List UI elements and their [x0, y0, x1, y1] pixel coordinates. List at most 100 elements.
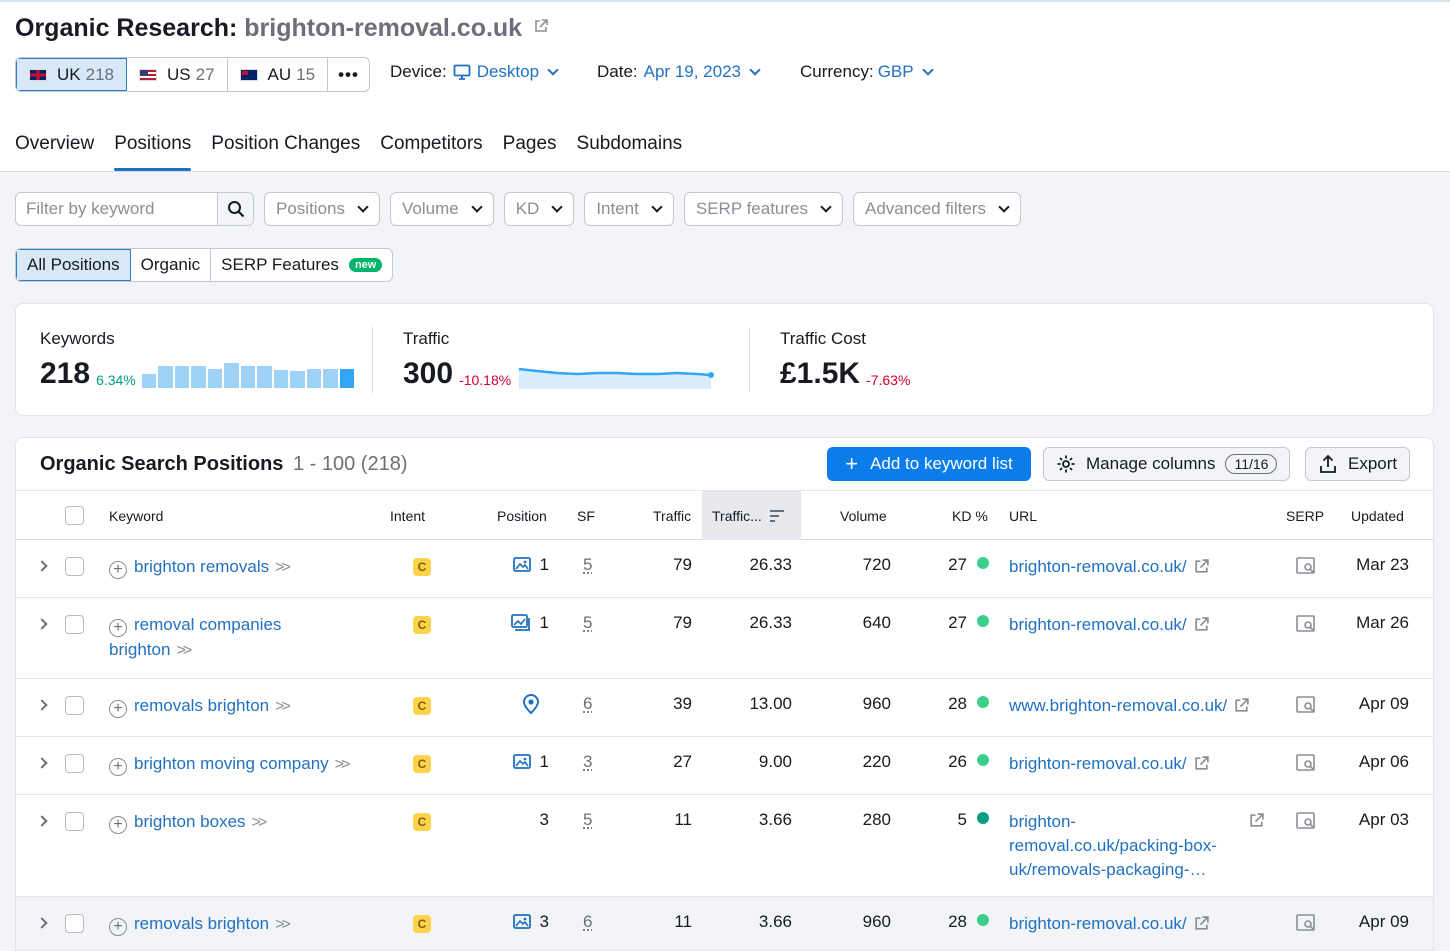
domain-link[interactable]: brighton-removal.co.uk	[244, 14, 523, 42]
serp-features-count[interactable]: 6	[583, 694, 593, 713]
col-serp[interactable]: SERP	[1286, 507, 1325, 524]
tab-pages[interactable]: Pages	[502, 133, 557, 154]
manage-columns-button[interactable]: Manage columns 11/16	[1043, 447, 1291, 481]
col-position[interactable]: Position	[497, 507, 547, 524]
url-link[interactable]: brighton-removal.co.uk/packing-box-uk/re…	[1009, 812, 1217, 879]
keyword-link[interactable]: brighton removals	[134, 557, 270, 576]
col-traffic[interactable]: Traffic	[653, 507, 692, 524]
add-keyword-icon[interactable]: +	[109, 816, 127, 834]
row-checkbox[interactable]	[65, 615, 84, 634]
serp-snapshot-icon[interactable]	[1296, 754, 1316, 777]
add-keyword-icon[interactable]: +	[109, 918, 127, 936]
external-link-icon[interactable]	[1193, 616, 1210, 640]
row-checkbox[interactable]	[65, 557, 84, 576]
tab-position-changes[interactable]: Position Changes	[211, 133, 361, 154]
currency-selector[interactable]: Currency: GBP	[800, 62, 934, 82]
double-chevron-icon[interactable]: >>	[251, 814, 268, 831]
external-link-icon[interactable]	[1248, 812, 1265, 834]
serp-features-filter[interactable]: SERP features	[683, 192, 843, 226]
url-link[interactable]: www.brighton-removal.co.uk/	[1009, 696, 1228, 715]
keywords-metric[interactable]: Keywords 218 6.34%	[40, 329, 355, 391]
serp-snapshot-icon[interactable]	[1296, 557, 1316, 580]
traffic-cost-metric[interactable]: Traffic Cost £1.5K -7.63%	[780, 329, 910, 391]
traffic-metric[interactable]: Traffic 300 -10.18%	[403, 329, 717, 391]
expand-row-chevron-icon[interactable]	[36, 560, 48, 572]
positions-filter[interactable]: Positions	[264, 192, 380, 226]
serp-features-count[interactable]: 5	[583, 810, 593, 829]
table-row[interactable]: + removals brighton >> C 3 6 11 3.66 960 28 bright…	[16, 897, 1433, 950]
keyword-link[interactable]: removal companies brighton	[109, 615, 282, 659]
kd-filter[interactable]: KD	[503, 192, 575, 226]
table-row[interactable]: + brighton removals >> C 1 5 79 26.33 720 27 brigh…	[16, 540, 1433, 598]
row-checkbox[interactable]	[65, 754, 84, 773]
expand-row-chevron-icon[interactable]	[36, 757, 48, 769]
tab-positions[interactable]: Positions	[114, 133, 192, 171]
row-checkbox[interactable]	[65, 812, 84, 831]
add-keyword-icon[interactable]: +	[109, 758, 127, 776]
volume-filter[interactable]: Volume	[389, 192, 494, 226]
external-link-icon[interactable]	[1193, 558, 1210, 582]
keyword-link[interactable]: removals brighton	[134, 914, 270, 933]
database-uk[interactable]: UK 218	[16, 58, 127, 91]
col-sf[interactable]: SF	[577, 507, 595, 524]
external-link-icon[interactable]	[1193, 915, 1210, 939]
expand-row-chevron-icon[interactable]	[36, 699, 48, 711]
add-to-keyword-list-button[interactable]: + Add to keyword list	[827, 447, 1031, 481]
serp-snapshot-icon[interactable]	[1296, 615, 1316, 638]
keyword-link[interactable]: brighton moving company	[134, 754, 329, 773]
more-databases-button[interactable]: •••	[338, 64, 359, 84]
double-chevron-icon[interactable]: >>	[275, 559, 291, 576]
all-positions-tab[interactable]: All Positions	[16, 249, 131, 281]
serp-features-count[interactable]: 6	[583, 912, 593, 931]
col-url[interactable]: URL	[1009, 507, 1038, 524]
serp-snapshot-icon[interactable]	[1296, 914, 1316, 937]
row-checkbox[interactable]	[65, 696, 84, 715]
keyword-filter-input[interactable]	[16, 193, 217, 225]
tab-subdomains[interactable]: Subdomains	[576, 133, 683, 154]
serp-snapshot-icon[interactable]	[1296, 812, 1316, 835]
date-selector[interactable]: Date: Apr 19, 2023	[597, 62, 761, 82]
serp-features-tab[interactable]: SERP Features new	[211, 249, 392, 281]
url-link[interactable]: brighton-removal.co.uk/	[1009, 914, 1187, 933]
double-chevron-icon[interactable]: >>	[275, 916, 291, 933]
select-all-checkbox[interactable]	[65, 506, 84, 525]
add-keyword-icon[interactable]: +	[109, 561, 127, 579]
url-link[interactable]: brighton-removal.co.uk/	[1009, 557, 1187, 576]
expand-row-chevron-icon[interactable]	[36, 618, 48, 630]
col-keyword[interactable]: Keyword	[109, 507, 164, 524]
col-intent[interactable]: Intent	[390, 507, 426, 524]
double-chevron-icon[interactable]: >>	[275, 698, 291, 715]
double-chevron-icon[interactable]: >>	[334, 756, 351, 773]
col-traffic-percent[interactable]: Traffic...	[702, 491, 801, 540]
col-volume[interactable]: Volume	[840, 507, 887, 524]
external-link-icon[interactable]	[533, 12, 549, 41]
table-row[interactable]: + removal companies brighton >> C 1 5 79 26.33 6…	[16, 598, 1433, 679]
export-button[interactable]: Export	[1305, 447, 1411, 481]
col-updated[interactable]: Updated	[1351, 507, 1404, 524]
add-keyword-icon[interactable]: +	[109, 619, 127, 637]
database-us[interactable]: US 27	[127, 58, 228, 91]
add-keyword-icon[interactable]: +	[109, 700, 127, 718]
expand-row-chevron-icon[interactable]	[36, 917, 48, 929]
advanced-filters[interactable]: Advanced filters	[853, 192, 1021, 226]
search-button[interactable]	[217, 193, 253, 225]
table-row[interactable]: + removals brighton >> C 6 39 13.00 960 28 www.br…	[16, 679, 1433, 737]
col-kd[interactable]: KD %	[952, 507, 988, 524]
row-checkbox[interactable]	[65, 914, 84, 933]
keyword-link[interactable]: brighton boxes	[134, 812, 246, 831]
serp-features-count[interactable]: 5	[583, 555, 593, 574]
table-row[interactable]: + brighton moving company >> C 1 3 27 9.00 220 26…	[16, 737, 1433, 795]
database-au[interactable]: AU 15	[228, 58, 329, 91]
serp-features-count[interactable]: 3	[583, 752, 593, 771]
external-link-icon[interactable]	[1233, 697, 1250, 721]
device-selector[interactable]: Device: Desktop	[390, 62, 559, 82]
url-link[interactable]: brighton-removal.co.uk/	[1009, 615, 1187, 634]
organic-tab[interactable]: Organic	[131, 249, 212, 281]
tab-competitors[interactable]: Competitors	[380, 133, 483, 154]
expand-row-chevron-icon[interactable]	[36, 815, 48, 827]
serp-features-count[interactable]: 5	[583, 613, 593, 632]
double-chevron-icon[interactable]: >>	[176, 642, 192, 659]
url-link[interactable]: brighton-removal.co.uk/	[1009, 754, 1187, 773]
intent-filter[interactable]: Intent	[584, 192, 674, 226]
serp-snapshot-icon[interactable]	[1296, 696, 1316, 719]
